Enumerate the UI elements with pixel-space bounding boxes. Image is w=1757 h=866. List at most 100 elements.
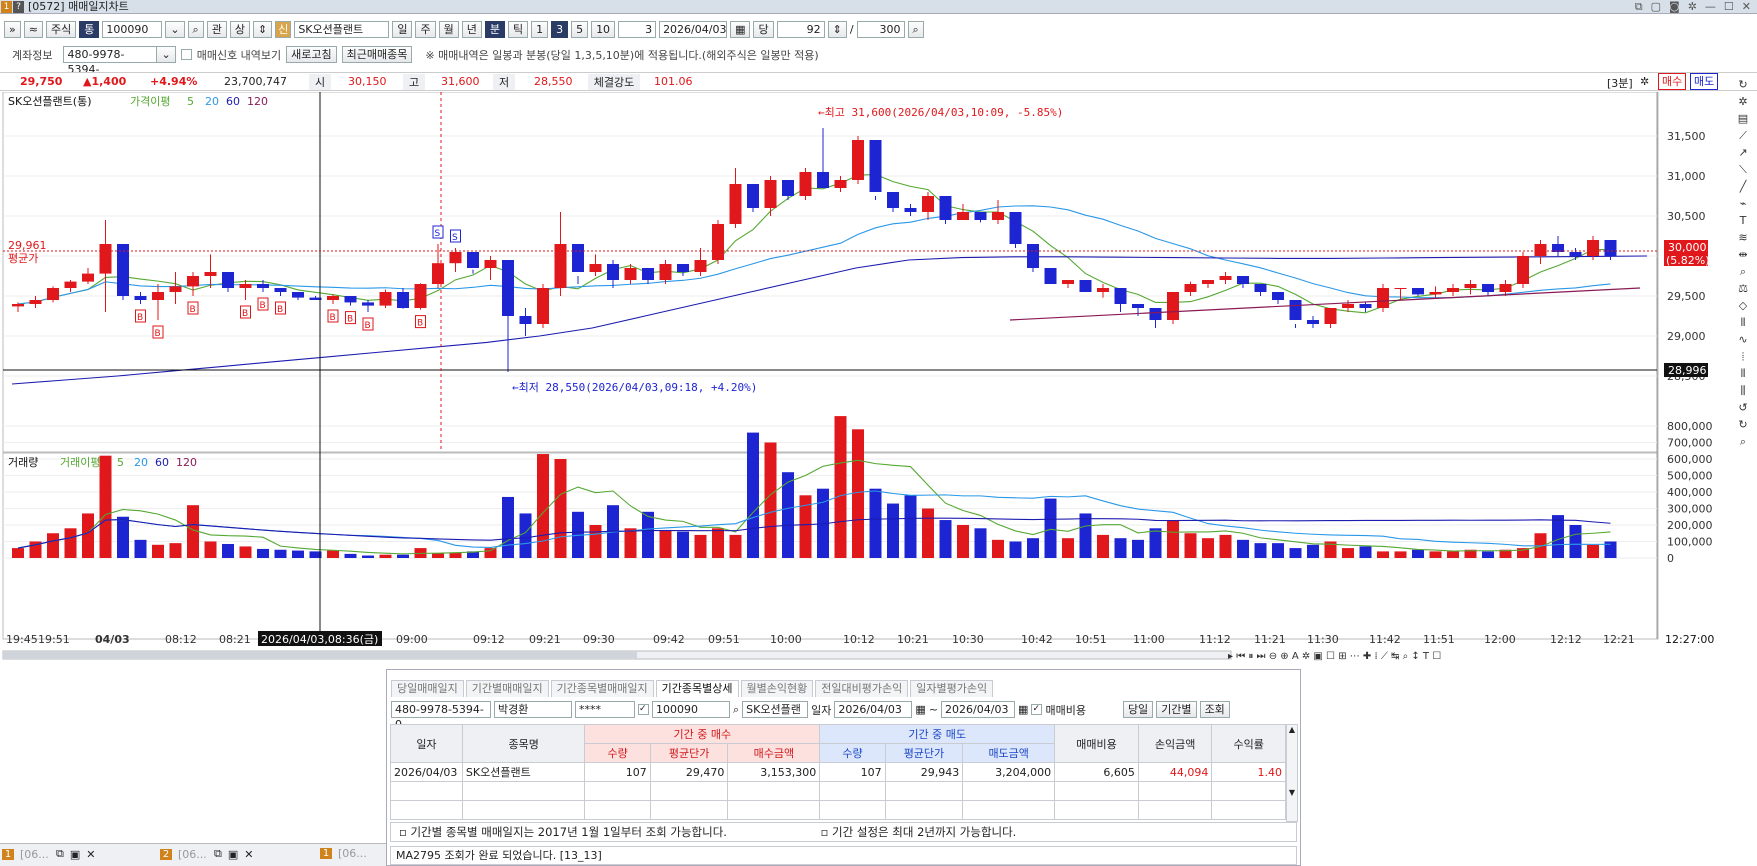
tab-period-stock-detail[interactable]: 기간종목별상세 [655, 680, 739, 697]
count-input[interactable]: 92 [776, 21, 825, 38]
taskbar-item-3[interactable]: 1 [06... [320, 847, 368, 860]
journal-account-select[interactable]: 480-9978-5394-0 [391, 701, 491, 731]
bars-icon[interactable]: ⫴ [1740, 367, 1746, 380]
market-select[interactable]: 주식 [45, 21, 77, 38]
close-icon[interactable]: ✕ [86, 847, 96, 861]
refresh-icon[interactable]: ↻ [1738, 78, 1748, 91]
max-icon[interactable]: ▣ [69, 847, 81, 861]
tab-period-journal[interactable]: 기간별매매일지 [465, 680, 549, 697]
taskbar-item-2[interactable]: 2 [06... ⧉ ▣ ✕ [160, 847, 253, 861]
interval-input[interactable]: 3 [618, 21, 657, 38]
buy-marker[interactable] [275, 301, 286, 315]
buy-marker[interactable] [415, 315, 426, 329]
spin-icon[interactable]: ⇕ [252, 21, 273, 38]
tab-daily-change-pnl[interactable]: 전일대비평가손익 [815, 680, 909, 697]
count-spin-icon[interactable]: ⇕ [827, 21, 847, 38]
fib-icon[interactable]: ≋ [1738, 231, 1748, 244]
restore-icon[interactable]: ⧉ [56, 847, 64, 860]
code-checkbox[interactable]: ✓ [638, 704, 649, 715]
table-scrollbar[interactable]: ▲ ▼ [1286, 724, 1298, 822]
price-volume-chart[interactable]: 31,50031,00030,50030,00029,50029,00028,5… [0, 92, 1730, 662]
account-dropdown-icon[interactable]: ⌄ [156, 46, 176, 63]
buy-marker[interactable] [327, 309, 339, 323]
table-row[interactable]: 2026/04/03 SK오션플랜트 107 29,470 3,153,300 … [390, 762, 1286, 782]
from-calendar-icon[interactable]: ▦ [915, 703, 926, 716]
tong-button[interactable]: 통 [79, 21, 100, 38]
password-input[interactable]: **** [575, 701, 635, 718]
to-calendar-icon[interactable]: ▦ [1018, 703, 1029, 716]
buy-marker[interactable] [257, 297, 269, 311]
unit-1[interactable]: 1 [531, 21, 549, 38]
recent-trades-button[interactable]: 최근매매종목 [341, 46, 413, 63]
help-icon[interactable]: ? [13, 1, 24, 13]
stock-code-input[interactable]: 100090 [102, 21, 163, 38]
trend-icon[interactable]: ⟍ [1739, 163, 1747, 176]
stock-name-field[interactable]: SK오션플랜트 [294, 21, 390, 38]
buy-marker[interactable] [187, 301, 199, 315]
tab-monthly-pnl[interactable]: 월별손익현황 [740, 680, 814, 697]
line-icon[interactable]: ╱ [1739, 180, 1747, 193]
fee-checkbox[interactable]: ✓ [1031, 704, 1043, 715]
to-date-input[interactable]: 2026/04/03 [941, 701, 1016, 718]
chart-settings-icon[interactable]: ✲ [1640, 75, 1650, 88]
buy-marker[interactable] [362, 317, 374, 331]
close-icon[interactable]: ✕ [1741, 0, 1751, 13]
window-link-icon[interactable]: ⧉ [1634, 0, 1643, 13]
search-icon[interactable]: ⌕ [187, 21, 204, 38]
buy-marker[interactable] [135, 309, 146, 323]
wave-icon[interactable]: ∿ [1738, 333, 1748, 346]
auto-icon[interactable]: ⌁ [1739, 197, 1747, 210]
journal-search-icon[interactable]: ⌕ [733, 702, 740, 716]
gear-icon[interactable]: ✲ [1738, 95, 1748, 108]
buy-marker[interactable] [345, 311, 356, 325]
unit-10[interactable]: 10 [591, 21, 616, 38]
period-bars-icon[interactable]: ⫼ [1740, 384, 1746, 397]
text-tool-icon[interactable]: T [1739, 214, 1747, 227]
close-icon[interactable]: ✕ [244, 847, 254, 861]
buy-marker[interactable] [152, 325, 164, 339]
window-copy-icon[interactable]: ▢ [1650, 0, 1661, 13]
shape-icon[interactable]: ◇ [1738, 299, 1748, 312]
journal-code-input[interactable]: 100090 [652, 701, 730, 718]
indicator-icon[interactable]: ▤ [1737, 112, 1749, 125]
total-input[interactable]: 300 [856, 21, 905, 38]
unit-5[interactable]: 5 [571, 21, 589, 38]
sell-button[interactable]: 매도 [1690, 73, 1719, 90]
today-button[interactable]: 당일 [1122, 701, 1154, 718]
vertical-lines-icon[interactable]: ⦀ [1740, 316, 1746, 329]
period-month[interactable]: 월 [438, 21, 459, 38]
sell-marker[interactable] [432, 225, 444, 239]
from-date-input[interactable]: 2026/04/03 [834, 701, 913, 718]
period-week[interactable]: 주 [415, 21, 436, 38]
zoom-search-icon[interactable]: ⌕ [907, 21, 924, 38]
max-icon[interactable]: ▣ [227, 847, 239, 861]
undo-icon[interactable]: ↺ [1738, 401, 1748, 414]
minimize-icon[interactable]: — [1704, 0, 1716, 13]
sang-button[interactable]: 상 [229, 21, 250, 38]
nav-up-button[interactable]: ≈ [23, 21, 43, 38]
account-select[interactable]: 480-9978-5394- [63, 46, 158, 76]
camera-icon[interactable]: ◙ [1669, 0, 1680, 13]
buy-button[interactable]: 매수 [1658, 73, 1687, 90]
tab-period-stock-journal[interactable]: 기간종목별매매일지 [550, 680, 654, 697]
grid-lines-icon[interactable]: ⦙ [1741, 350, 1745, 363]
scroll-controls-icon[interactable]: ▸ ⏮ ⏸ ⏭ ⊖ ⊕ A ✲ ▣ ☐ ⊞ ⋯ ✚ ⁞ ⟋ ↹ ⌕ ↕ T ☐ [1228, 651, 1441, 662]
query-button[interactable]: 조회 [1199, 701, 1230, 718]
buy-marker[interactable] [240, 305, 251, 319]
chart-scroll-thumb[interactable] [3, 651, 637, 659]
period-tick[interactable]: 틱 [507, 21, 529, 38]
draw-line-icon[interactable]: ⟋ [1739, 129, 1747, 142]
code-dropdown-icon[interactable]: ⌄ [165, 21, 185, 38]
compare-icon[interactable]: ⚖ [1738, 282, 1748, 295]
restore-icon[interactable]: ⧉ [214, 847, 222, 860]
zoom-icon[interactable]: ⌕ [1739, 265, 1747, 278]
sell-marker[interactable] [450, 229, 461, 243]
maximize-icon[interactable]: ☐ [1723, 0, 1734, 13]
tab-date-pnl[interactable]: 일자별평가손익 [910, 680, 994, 697]
period-day[interactable]: 일 [392, 21, 413, 38]
settings-icon[interactable]: ✲ [1687, 0, 1697, 13]
redo-icon[interactable]: ↻ [1738, 418, 1748, 431]
date-input[interactable]: 2026/04/03 [659, 21, 728, 38]
taskbar-item-1[interactable]: 1 [06... ⧉ ▣ ✕ [2, 847, 95, 861]
period-year[interactable]: 년 [461, 21, 482, 38]
